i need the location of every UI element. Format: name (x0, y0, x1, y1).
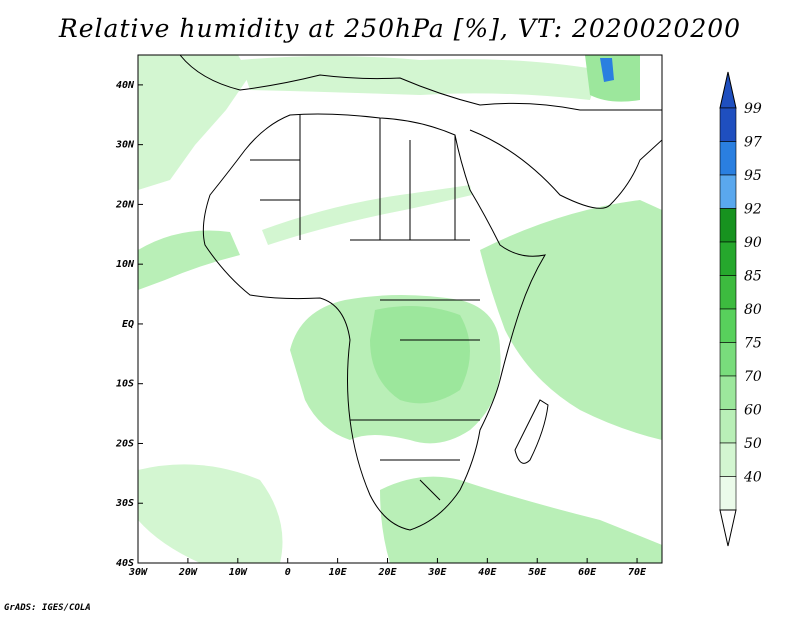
lon-tick-label: 30W (128, 567, 148, 578)
lon-tick-label: 40E (478, 567, 497, 578)
colorbar-segment (719, 409, 737, 444)
colorbar-segment (719, 107, 737, 142)
colorbar-label: 99 (744, 101, 762, 117)
colorbar-bottom-arrow (719, 509, 737, 547)
humidity-field (138, 55, 662, 563)
colorbar-segment (719, 375, 737, 410)
lat-tick-label: EQ (122, 319, 134, 330)
colorbar-segment (719, 275, 737, 310)
lon-tick-label: 10W (229, 567, 248, 578)
colorbar-label: 50 (744, 436, 762, 452)
colorbar-segment (719, 241, 737, 276)
lat-tick-label: 20N (115, 199, 135, 210)
colorbar-label: 90 (744, 235, 762, 251)
europe-coastline (179, 55, 662, 111)
lon-tick-label: 50E (528, 567, 547, 578)
humidity-region-westafrica (138, 230, 240, 290)
lat-tick-label: 40S (116, 558, 134, 569)
lon-tick-label: 20E (377, 567, 397, 578)
arabia-coastline (469, 129, 662, 209)
lat-tick-label: 30S (115, 498, 134, 509)
humidity-region-southwest (138, 464, 283, 563)
lat-tick-label: 20S (115, 438, 134, 449)
colorbar-label: 95 (744, 168, 762, 184)
colorbar-segment (719, 308, 737, 343)
colorbar-label: 70 (744, 369, 762, 385)
colorbar-segment (719, 174, 737, 209)
lon-tick-label: 30E (427, 567, 447, 578)
madagascar-coastline (514, 399, 549, 464)
humidity-region-east-ocean (480, 200, 662, 440)
lon-tick-label: 10E (329, 567, 348, 578)
colorbar-label: 75 (744, 336, 762, 352)
colorbar-segment (719, 141, 737, 176)
humidity-region-peak (600, 58, 614, 82)
lon-tick-label: 70E (628, 567, 647, 578)
colorbar-label: 80 (744, 302, 762, 318)
lat-tick-label: 10S (116, 379, 134, 390)
lat-tick-label: 30N (115, 140, 135, 151)
lat-tick-label: 10N (116, 259, 135, 270)
lon-tick-label: 0 (285, 567, 291, 578)
colorbar-segment (719, 476, 737, 511)
humidity-region-south (380, 476, 662, 563)
colorbar-segment (719, 342, 737, 377)
map-title: Relative humidity at 250hPa [%], VT: 202… (58, 14, 742, 43)
colorbar-top-arrow (719, 71, 737, 109)
humidity-region-northwest (138, 55, 250, 190)
colorbar-label: 60 (744, 403, 762, 419)
humidity-region-congo-core (370, 306, 470, 404)
lon-tick-label: 20W (178, 567, 198, 578)
humidity-region-north-band (262, 185, 472, 245)
colorbar: 99 97 95 92 90 85 80 75 70 60 50 40 (719, 71, 762, 547)
colorbar-label: 85 (744, 269, 762, 285)
border-lines (250, 115, 480, 501)
longitude-ticks: 30W 20W 10W 0 10E 20E 30E 40E 50E 60E 70E (128, 558, 647, 578)
grads-credit: GrADS: IGES/COLA (4, 603, 91, 613)
lat-tick-label: 40N (116, 80, 135, 91)
colorbar-segment (719, 208, 737, 243)
colorbar-label: 40 (743, 470, 762, 486)
colorbar-label: 97 (744, 135, 762, 151)
latitude-ticks: 40N 30N 20N 10N EQ 10S 20S 30S 40S (115, 80, 143, 569)
humidity-region-mediterranean (240, 56, 600, 100)
colorbar-label: 92 (744, 202, 762, 218)
lon-tick-label: 60E (578, 567, 597, 578)
map-frame (137, 54, 663, 564)
colorbar-segment (719, 442, 737, 477)
coastlines (179, 55, 662, 531)
